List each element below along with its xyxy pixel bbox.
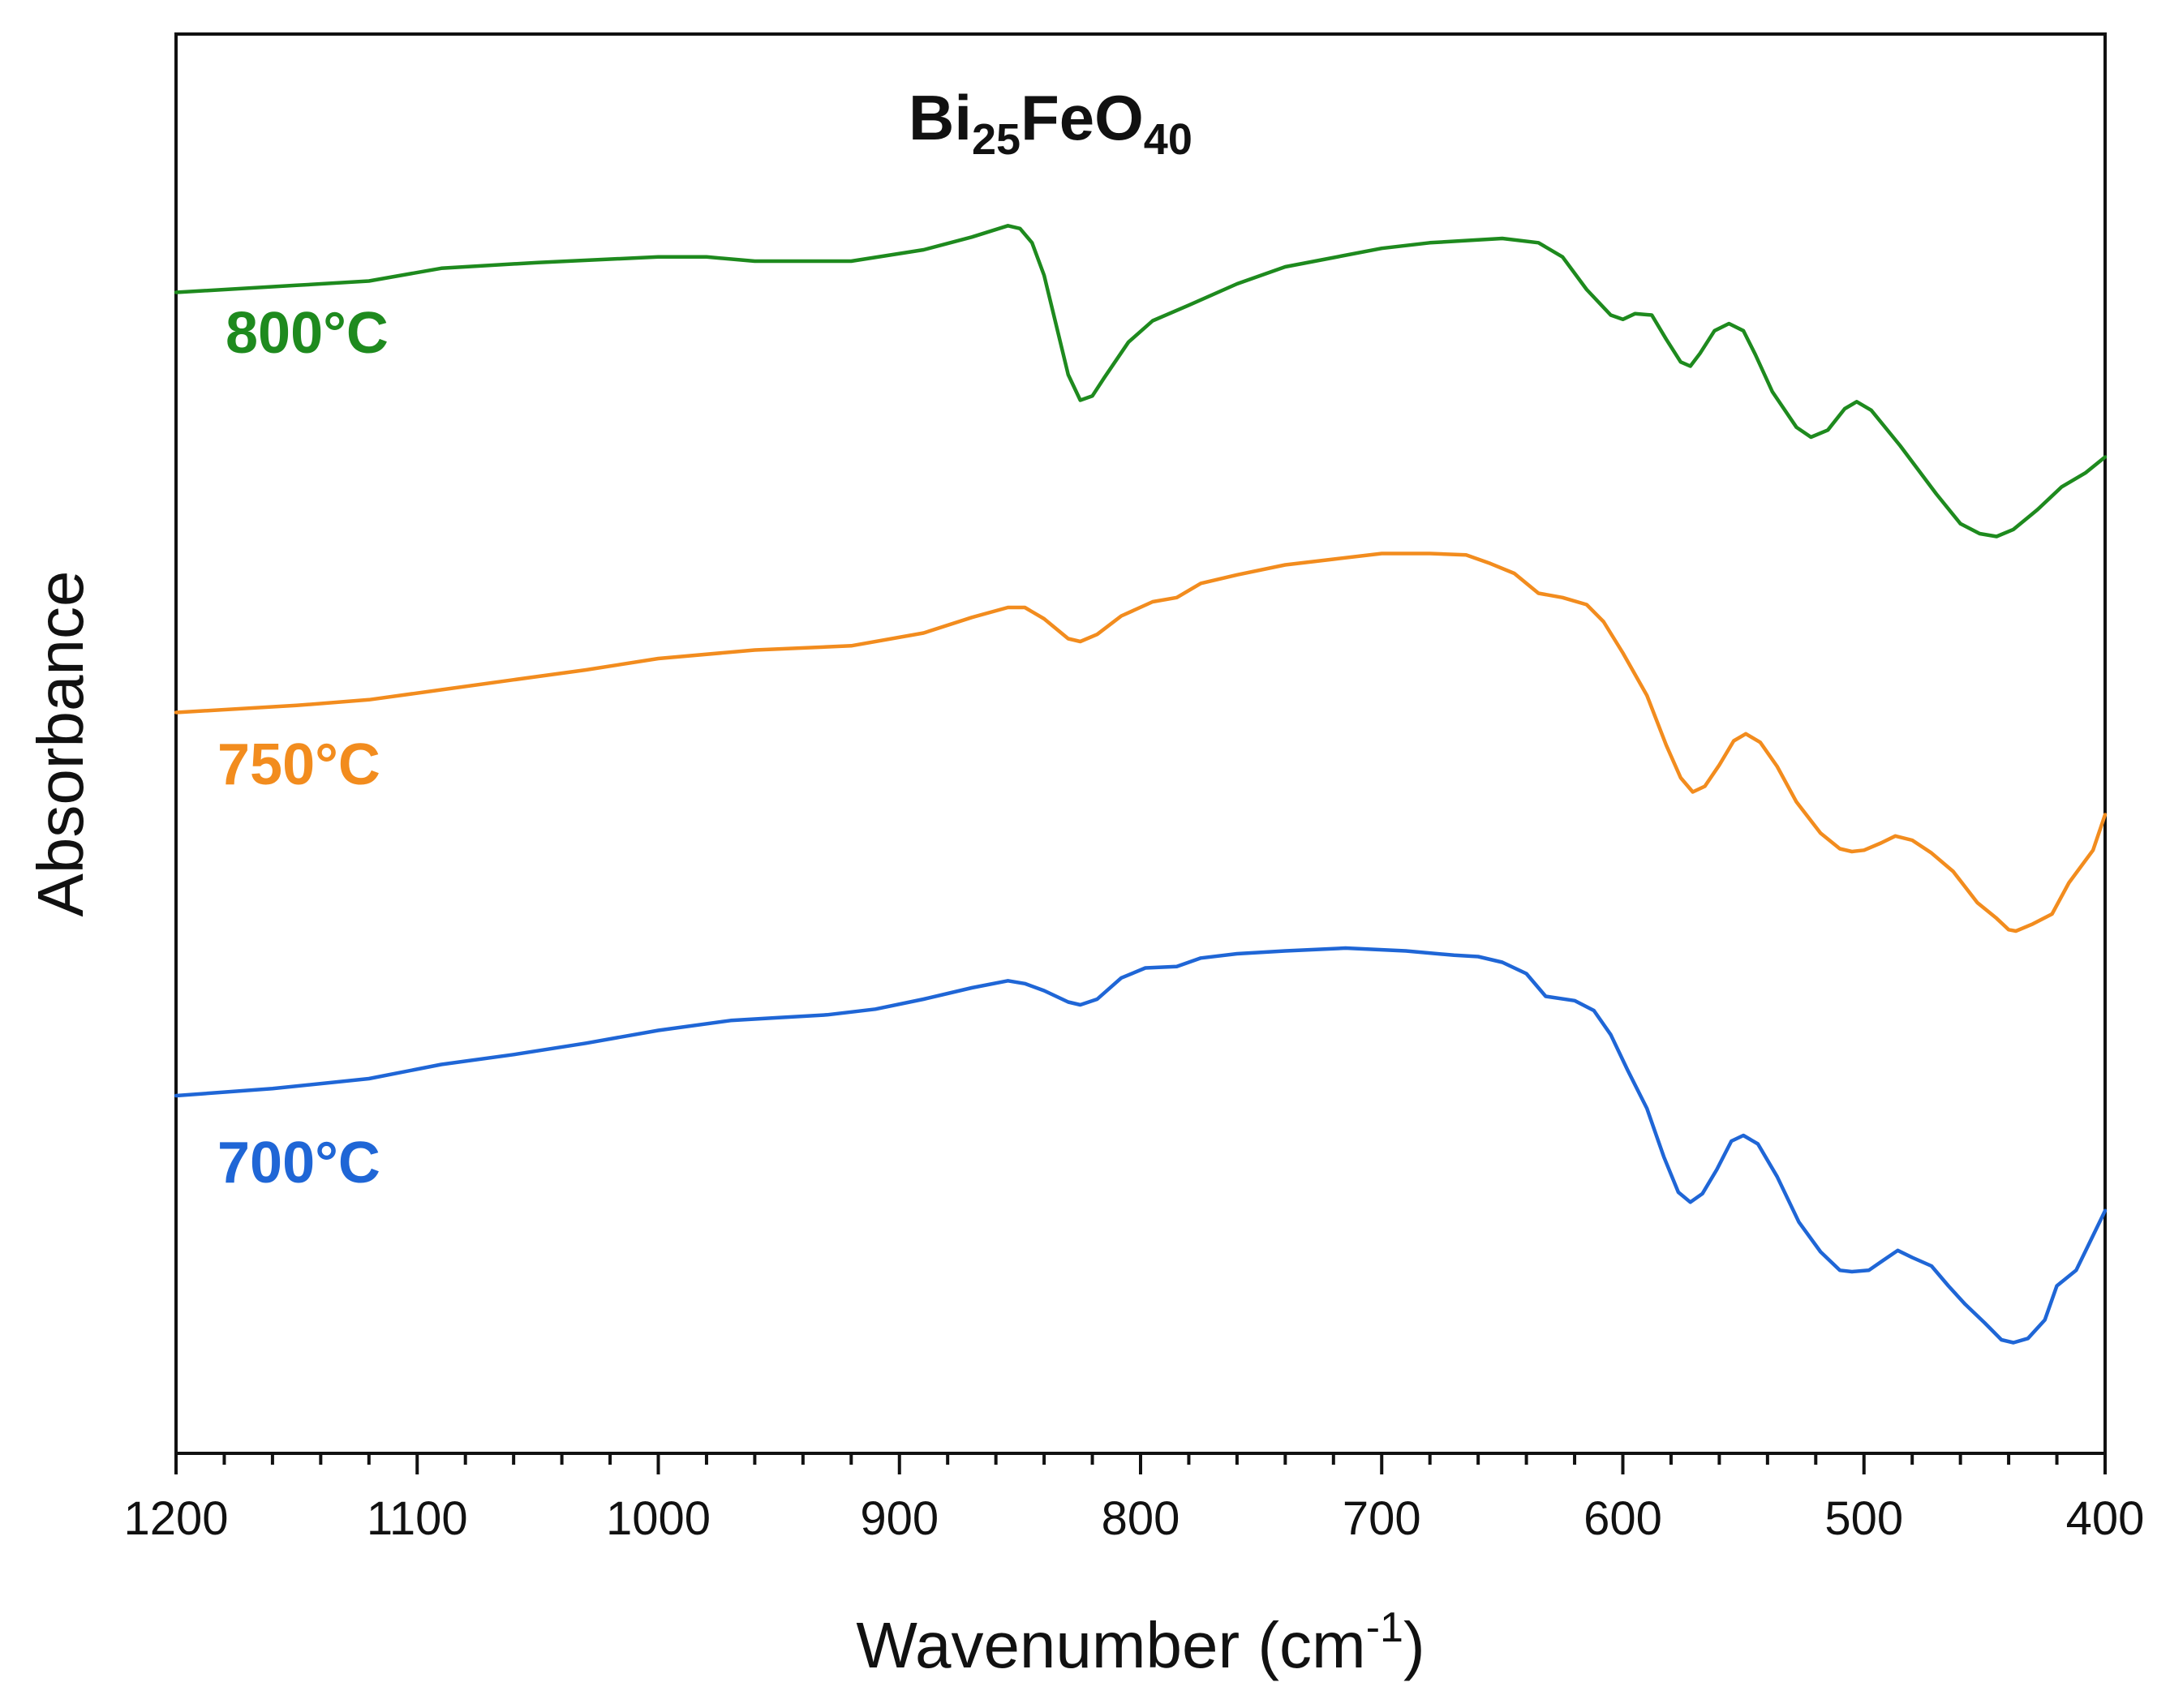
title-sub-2: 40 bbox=[1144, 115, 1192, 164]
x-axis-title-close: ) bbox=[1403, 1609, 1425, 1681]
x-tick-label: 800 bbox=[1102, 1492, 1180, 1545]
x-tick-label: 900 bbox=[860, 1492, 939, 1545]
x-axis-title-sup: -1 bbox=[1366, 1604, 1403, 1651]
series-line-750c bbox=[174, 551, 2108, 933]
series-label-800: 800°C bbox=[226, 301, 389, 366]
series-label-700: 700°C bbox=[217, 1131, 380, 1195]
series-label-750: 750°C bbox=[217, 732, 380, 797]
series-lines bbox=[174, 224, 2108, 1345]
x-tick-label: 500 bbox=[1824, 1492, 1903, 1545]
x-tick-label: 1000 bbox=[606, 1492, 711, 1545]
title-main: Bi bbox=[909, 82, 972, 153]
series-line-800c bbox=[174, 224, 2108, 539]
title-mid: FeO bbox=[1021, 82, 1144, 153]
chart-title: Bi25FeO40 bbox=[909, 82, 1192, 164]
x-tick-label: 1200 bbox=[123, 1492, 228, 1545]
x-tick-label: 600 bbox=[1583, 1492, 1662, 1545]
x-tick-label: 1100 bbox=[367, 1492, 468, 1545]
title-sub-1: 25 bbox=[972, 115, 1021, 164]
x-tick-label: 700 bbox=[1343, 1492, 1421, 1545]
x-ticks: 1200 1100 1000 900 800 700 600 500 400 bbox=[123, 1453, 2144, 1545]
plot-frame bbox=[174, 32, 2107, 1455]
x-axis-title: Wavenumber (cm-1) bbox=[856, 1604, 1424, 1681]
x-axis-title-text: Wavenumber (cm bbox=[856, 1609, 1365, 1681]
y-axis-title: Absorbance bbox=[24, 571, 97, 917]
x-tick-label: 400 bbox=[2066, 1492, 2145, 1545]
series-line-700c bbox=[174, 946, 2108, 1345]
